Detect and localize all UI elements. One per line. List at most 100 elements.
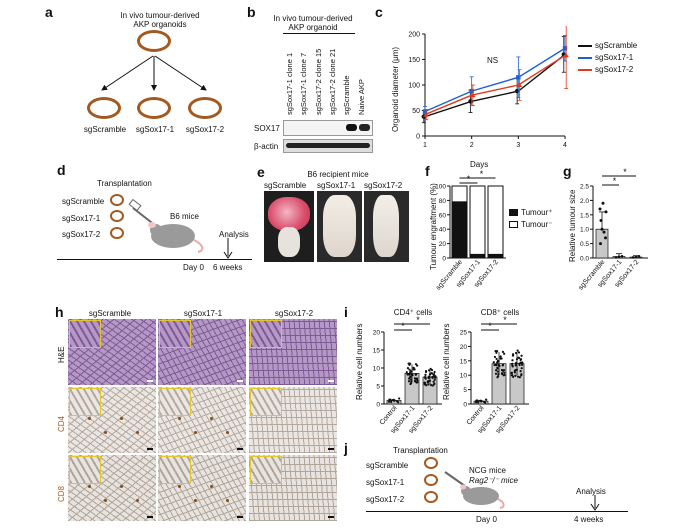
- data-point: [496, 367, 499, 370]
- data-point: [634, 255, 638, 259]
- panel-j-analysis-arrow: [590, 495, 600, 511]
- panel-j-mouse-2: Rag2⁻/⁻ mice: [469, 476, 518, 485]
- data-point: [563, 52, 569, 58]
- panel-label-c: c: [375, 4, 383, 20]
- data-point: [513, 371, 516, 374]
- organoid-parent: [137, 30, 171, 52]
- data-point: [495, 357, 498, 361]
- tissue-photo-sgscramble: [264, 191, 314, 262]
- data-point: [518, 376, 521, 379]
- panel-d-analysis: Analysis: [219, 230, 249, 239]
- panel-e-title: B6 recipient mice: [307, 170, 369, 179]
- data-point: [517, 375, 520, 378]
- data-point: [637, 254, 641, 258]
- data-point: [516, 349, 519, 352]
- panel-label-d: d: [57, 162, 66, 178]
- blot-band-actin: [286, 143, 370, 148]
- panel-j-group-0: sgScramble: [366, 461, 409, 470]
- panel-d-group-1: sgSox17-1: [62, 214, 101, 223]
- y-tick-label: 60: [439, 212, 447, 219]
- y-tick-label: 20: [460, 344, 468, 351]
- blot-sox17: [283, 120, 373, 136]
- data-point: [496, 376, 499, 379]
- sig-star: *: [467, 174, 471, 184]
- series-line-sgSox17-1: [424, 47, 566, 113]
- panel-j-mouse-1: NCG mice: [469, 466, 506, 475]
- y-tick-label: 10: [460, 373, 468, 380]
- y-tick-label: 80: [439, 198, 447, 205]
- stained-cell: [120, 485, 123, 488]
- panel-h-col-2: sgSox17-2: [274, 309, 314, 318]
- panel-label-h: h: [55, 304, 64, 320]
- data-point: [470, 92, 476, 98]
- panel-d-mouse-label: B6 mice: [170, 212, 199, 221]
- histology-inset: [159, 320, 191, 348]
- panel-j-day0: Day 0: [476, 515, 497, 524]
- panel-label-e: e: [257, 164, 265, 180]
- panel-label-b: b: [247, 4, 256, 20]
- histology-inset: [159, 456, 191, 484]
- histology-image-cd8-0: [68, 455, 156, 521]
- panel-label-f: f: [425, 163, 430, 179]
- bar-tumour-pos: [469, 253, 486, 259]
- stained-cell: [136, 499, 139, 502]
- data-point: [429, 367, 432, 370]
- y-tick-label: 2.0: [580, 198, 589, 205]
- organoid-sgscramble: [87, 97, 121, 119]
- histology-inset: [69, 320, 101, 348]
- data-point: [424, 376, 427, 380]
- y-tick-label: 20: [439, 241, 447, 248]
- x-tick-label: 3: [516, 142, 520, 149]
- data-point: [501, 372, 504, 376]
- data-point: [499, 355, 502, 358]
- legend-item: sgSox17-2: [578, 65, 633, 74]
- panel-h-row-cd8: CD8: [57, 485, 66, 502]
- data-point: [414, 373, 418, 376]
- panel-b-title-2: AKP organoid: [288, 23, 338, 32]
- data-point: [520, 367, 523, 370]
- histology-inset: [250, 320, 282, 348]
- y-tick-label: 150: [408, 57, 420, 64]
- sig-star: *: [623, 167, 627, 177]
- y-tick-label: 15: [460, 358, 468, 365]
- data-point: [495, 351, 498, 354]
- panel-c-xlabel: Days: [470, 160, 489, 169]
- data-point: [500, 368, 504, 372]
- data-point: [516, 82, 523, 87]
- mouse-syringe-illustration: [128, 198, 204, 253]
- legend-swatch-tumour-pos: [509, 209, 518, 216]
- y-tick-label: 0: [376, 402, 380, 409]
- scale-bar: [147, 380, 153, 382]
- blot-row-actin: β-actin: [254, 142, 279, 151]
- legend-swatch-tumour-neg: [509, 221, 518, 228]
- data-point: [482, 400, 486, 403]
- data-point: [511, 354, 515, 357]
- panel-b-bracket: [283, 33, 355, 34]
- x-tick-label: 4: [563, 142, 567, 149]
- data-point: [409, 382, 412, 386]
- data-point: [599, 242, 602, 246]
- data-point: [409, 378, 412, 381]
- data-point: [631, 256, 635, 259]
- histology-image-cd8-2: [249, 455, 337, 521]
- scale-bar: [147, 516, 153, 518]
- panel-i-ylabel-cd4: Relative cell numbers: [355, 323, 364, 400]
- scale-bar: [237, 448, 243, 450]
- legend-swatch: [578, 56, 592, 59]
- data-point: [416, 364, 419, 367]
- data-point: [604, 236, 607, 240]
- stained-cell: [104, 431, 107, 434]
- data-point: [424, 370, 428, 374]
- data-point: [516, 75, 521, 80]
- y-tick-label: 200: [408, 32, 420, 39]
- data-point: [409, 376, 412, 379]
- x-tick-label: 1: [423, 142, 427, 149]
- y-tick-label: 0: [463, 402, 467, 409]
- panel-j-timeline: [366, 511, 628, 512]
- blot-lane-label: sgScramble: [342, 75, 352, 115]
- bar-tumour-neg: [451, 185, 468, 203]
- series-line-sgScramble: [424, 53, 566, 118]
- panel-d-analysis-arrow: [223, 238, 233, 259]
- data-point: [511, 359, 514, 362]
- data-point: [503, 373, 506, 377]
